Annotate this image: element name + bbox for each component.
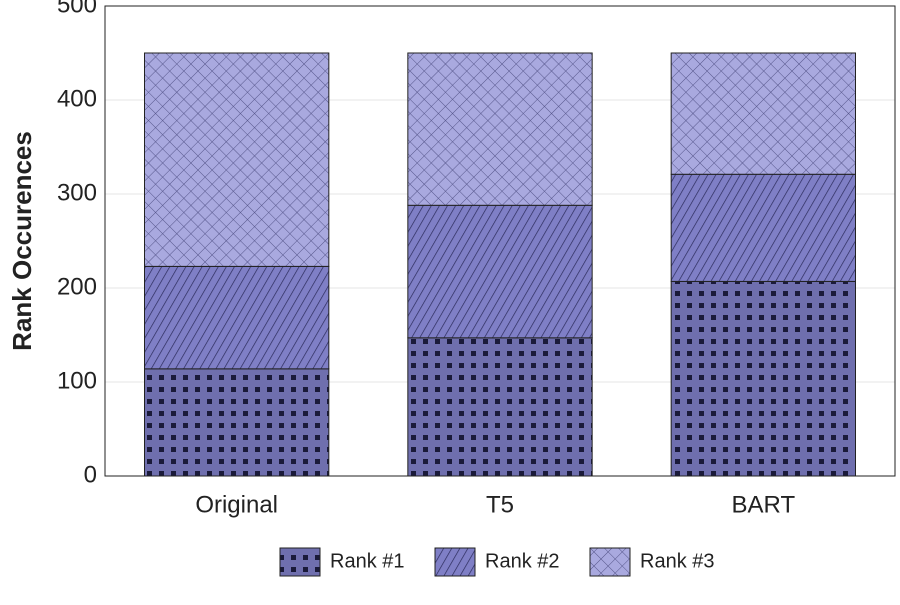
legend-swatch-pattern	[434, 547, 476, 577]
bar-pattern	[144, 265, 330, 370]
y-tick-label: 200	[57, 273, 97, 300]
legend-swatch-pattern	[589, 547, 631, 577]
bar-pattern	[670, 52, 857, 175]
x-tick-label: BART	[732, 491, 796, 518]
legend-label: Rank #2	[485, 550, 560, 572]
legend-label: Rank #3	[640, 550, 715, 572]
y-tick-label: 0	[84, 461, 97, 488]
y-axis-label: Rank Occurences	[7, 131, 37, 351]
x-tick-label: T5	[486, 491, 514, 518]
y-tick-label: 500	[57, 0, 97, 18]
x-tick-label: Original	[195, 491, 278, 518]
bar-pattern	[670, 173, 857, 282]
legend-swatch-pattern	[279, 547, 321, 577]
bar-pattern	[144, 368, 330, 477]
y-tick-label: 300	[57, 179, 97, 206]
bar-pattern	[407, 204, 593, 339]
bar-pattern	[670, 280, 857, 477]
bar-pattern	[144, 52, 330, 267]
legend-label: Rank #1	[330, 550, 405, 572]
y-tick-label: 100	[57, 367, 97, 394]
bar-pattern	[407, 337, 593, 477]
y-tick-label: 400	[57, 85, 97, 112]
bar-pattern	[407, 52, 593, 206]
